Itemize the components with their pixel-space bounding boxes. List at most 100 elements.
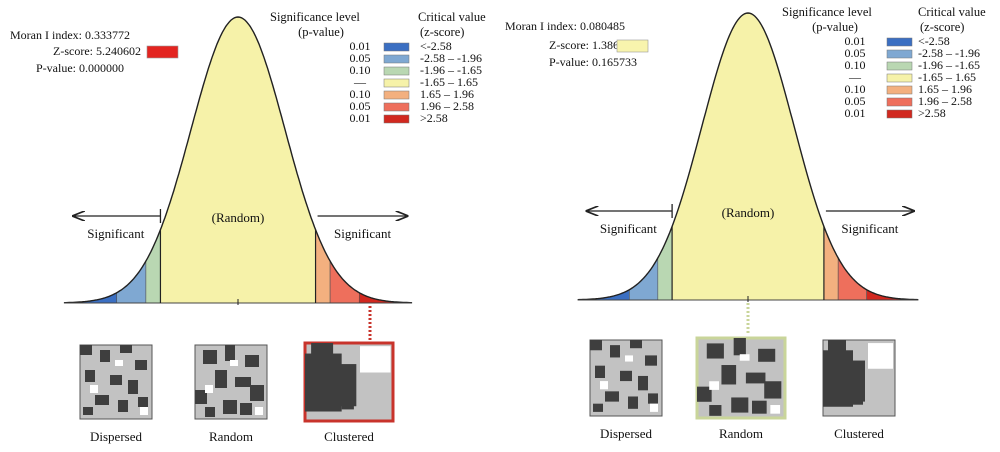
legend-header: Critical value: [418, 10, 486, 24]
map-patch: [600, 381, 608, 390]
map-patch: [590, 340, 602, 351]
map-caption: Clustered: [834, 426, 884, 441]
legend-p: —: [353, 75, 367, 89]
map-patch: [85, 370, 95, 382]
legend-z: -1.65 – 1.65: [918, 70, 976, 84]
curve-outline: [577, 12, 919, 301]
map-patch: [128, 380, 138, 394]
map-patch: [135, 360, 147, 370]
map-patch: [745, 372, 766, 384]
map-patch: [230, 360, 238, 366]
map-patch: [115, 360, 123, 366]
curve-region: [315, 229, 331, 304]
map-caption: Clustered: [324, 429, 374, 444]
map-patch: [225, 345, 235, 361]
map-patch: [593, 403, 603, 412]
legend-swatch: [886, 97, 913, 107]
legend-header: Significance level: [270, 10, 360, 24]
map-patch: [110, 375, 122, 385]
random-label: (Random): [722, 205, 775, 220]
map-patch: [706, 343, 724, 359]
map-patch: [205, 385, 213, 393]
map-patch: [648, 393, 658, 404]
map-patch: [95, 395, 109, 405]
panel: Significant Significant (Random) Moran I in…: [10, 10, 486, 444]
legend-swatch: [886, 109, 913, 119]
significant-label: Significant: [841, 221, 898, 236]
curve-region: [823, 226, 839, 301]
z-score: Z-score: 5.240602: [53, 44, 141, 58]
legend-z: <-2.58: [918, 34, 950, 48]
significant-label: Significant: [334, 226, 391, 241]
curve-outline: [64, 16, 412, 304]
map-patch: [697, 386, 712, 402]
legend-header: (p-value): [812, 20, 858, 34]
curve-region: [160, 16, 316, 304]
map-patch: [120, 345, 132, 353]
legend-p: 0.10: [845, 82, 866, 96]
legend-swatch: [383, 114, 410, 124]
map-patch: [764, 381, 782, 399]
legend-swatch: [383, 42, 410, 52]
map-patch: [90, 385, 98, 393]
legend-z: >2.58: [918, 106, 946, 120]
legend-swatch: [383, 54, 410, 64]
map-patch: [709, 381, 719, 390]
legend-z: 1.65 – 1.96: [918, 82, 972, 96]
legend-header: (z-score): [420, 25, 464, 39]
curve-region: [671, 12, 825, 301]
legend-z: -1.65 – 1.65: [420, 75, 478, 89]
significant-label: Significant: [600, 221, 657, 236]
map-patch: [645, 355, 657, 366]
curve-region: [657, 226, 673, 301]
map-patch: [80, 345, 92, 355]
map-patch: [721, 365, 737, 385]
legend-swatch: [886, 85, 913, 95]
map-patch: [610, 345, 620, 358]
legend-swatch: [383, 78, 410, 88]
legend-z: 1.96 – 2.58: [918, 94, 972, 108]
map-caption: Random: [719, 426, 763, 441]
legend-p: 0.05: [845, 94, 866, 108]
map-patch: [215, 370, 227, 388]
legend-header: (z-score): [920, 20, 964, 34]
legend-swatch: [383, 102, 410, 112]
map-patch: [83, 407, 93, 415]
legend-p: 0.01: [350, 111, 371, 125]
significant-label: Significant: [87, 226, 144, 241]
legend-z: 1.96 – 2.58: [420, 99, 474, 113]
map-patch: [311, 343, 334, 365]
map-patch: [595, 365, 605, 378]
legend-p: 0.01: [845, 106, 866, 120]
moran-index: Moran I index: 0.080485: [505, 19, 625, 33]
moran-index: Moran I index: 0.333772: [10, 28, 130, 42]
map-patch: [752, 400, 767, 414]
map-patch: [709, 405, 722, 416]
map-patch: [360, 346, 391, 373]
map-patch: [100, 350, 110, 362]
legend-p: 0.05: [845, 46, 866, 60]
legend-z: <-2.58: [420, 39, 452, 53]
map-caption: Random: [209, 429, 253, 444]
map-patch: [630, 340, 642, 349]
legend-p: 0.01: [350, 39, 371, 53]
z-score: Z-score: 1.386046: [549, 38, 637, 52]
map-patch: [731, 397, 749, 413]
map-patch: [868, 343, 893, 369]
map-patch: [118, 400, 128, 412]
legend-z: >2.58: [420, 111, 448, 125]
legend-z: -2.58 – -1.96: [420, 51, 482, 65]
legend-z: -1.96 – -1.65: [420, 63, 482, 77]
map-caption: Dispersed: [600, 426, 652, 441]
map-patch: [650, 403, 658, 412]
z-swatch: [616, 39, 649, 53]
map-patch: [140, 407, 148, 415]
map-patch: [620, 370, 632, 382]
map-patch: [770, 405, 781, 414]
legend-p: 0.10: [845, 58, 866, 72]
map-patch: [853, 386, 863, 405]
p-value: P-value: 0.000000: [36, 61, 124, 75]
map-patch: [245, 355, 259, 367]
map-patch: [341, 390, 354, 410]
